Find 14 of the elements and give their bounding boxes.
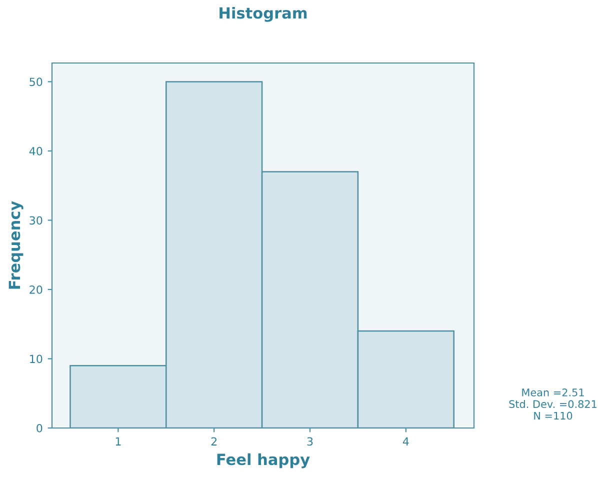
chart-title: Histogram [220, 6, 307, 22]
text: Mean =2.51 Std. Dev. =0.821 N =110 [509, 388, 596, 420]
y-axis-title: Frequency [8, 201, 24, 289]
x-tick-label: 1 [116, 437, 121, 446]
x-tick-label: 3 [307, 437, 313, 446]
y-tick-label: 50 [30, 78, 42, 86]
y-tick-label: 40 [29, 146, 42, 156]
y-tick-label: 30 [30, 216, 42, 225]
y-tick-label: 20 [30, 285, 42, 294]
x-tick-label: 2 [211, 437, 217, 446]
y-tick-label: 10 [30, 354, 42, 364]
x-axis-title: Feel happy [217, 453, 310, 468]
x-tick-label: 4 [402, 437, 409, 446]
y-tick-label: 0 [36, 424, 42, 432]
